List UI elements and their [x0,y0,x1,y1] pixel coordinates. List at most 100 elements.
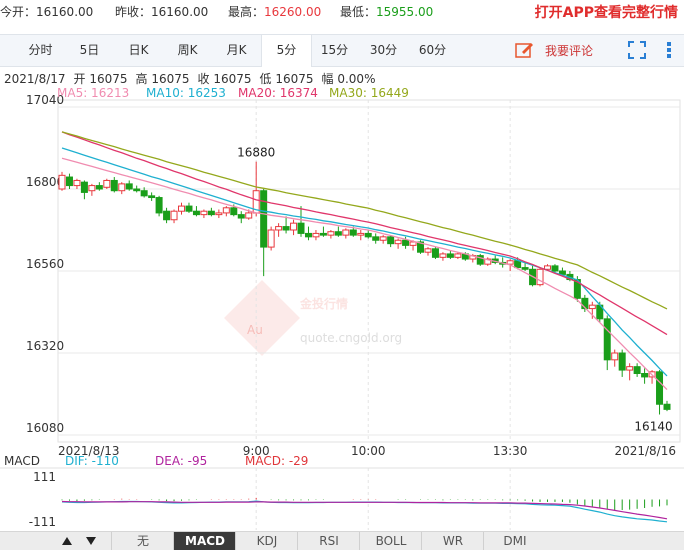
candle-body [304,232,312,238]
candle-body [170,210,178,221]
candle-body [641,373,649,378]
period-tab[interactable]: 5分 [261,35,312,67]
up-arrow[interactable] [60,534,74,548]
candle-body [275,226,283,231]
candle-body [215,212,223,216]
candle-body [558,270,566,275]
candle-body [148,195,156,199]
candle-body [402,239,410,246]
candle-body [125,183,133,190]
candle-body [103,179,111,188]
panel-title: MACD [4,454,40,468]
candle-body [656,371,664,405]
candle-body [230,207,238,216]
candle-body [603,318,611,361]
info-item: 高 16075 [135,72,190,86]
y-tick-label: 111 [33,470,56,484]
candle-body [237,214,245,219]
candle-body [626,366,634,371]
candle-body [207,210,215,216]
indicator-tab[interactable]: MACD [173,532,236,550]
period-tab[interactable]: 15分 [320,43,349,57]
x-tick-label: 2021/8/13 [58,444,120,458]
candle-body [88,185,96,192]
indicator-tab[interactable]: KDJ [235,532,298,550]
indicator-tab[interactable]: WR [421,532,484,550]
quote-low: 最低：15955.00 [340,3,433,20]
info-item: 开 16075 [73,72,128,86]
candle-body [521,267,529,270]
candle-body [334,231,342,236]
candle-body [506,260,514,265]
watermark-name: 金投行情 [299,296,348,311]
candle-body [424,248,432,253]
ma-line [61,147,668,377]
app-link[interactable]: 打开APP查看完整行情 [534,5,678,21]
legend-entry: MA30: 16449 [329,86,409,100]
candle-body [192,210,200,216]
candle-body [611,352,619,361]
indicator-tabs: 无 MACD KDJ RSI BOLL WR DMI [0,531,684,550]
candle-body [290,222,298,231]
legend-entry: MA20: 16374 [238,86,318,100]
period-tab[interactable]: 月K [226,43,247,57]
candle-body [95,185,103,190]
down-arrow[interactable] [84,534,98,548]
legend-entry: MA5: 16213 [57,86,129,100]
candle-body [245,212,253,219]
watermark-logo-text: Au [247,323,263,337]
candle-body [439,253,447,258]
candle-body [163,210,171,221]
candle-body [118,183,126,192]
candle-body [133,188,141,192]
period-tab[interactable]: 日K [128,43,149,57]
period-tab[interactable]: 分时 [28,43,53,57]
period-tab[interactable]: 60分 [418,43,447,57]
info-item: 低 16075 [259,72,314,86]
info-item: 收 16075 [197,72,252,86]
comment-button[interactable]: 我要评论 [545,44,594,58]
indicator-tab[interactable]: RSI [297,532,360,550]
candle-body [267,229,275,248]
legend-entry: DIF: -110 [65,454,119,468]
quote-value: 16260.00 [264,5,322,19]
ma-line [61,131,668,310]
extreme-label: 16140 [634,420,672,434]
legend-entry: DEA: -95 [155,454,207,468]
quote-label: 最低： [340,5,377,19]
candle-body [73,179,81,187]
y-tick-label: 16080 [26,421,64,435]
candle-body [618,352,626,371]
macd-line [61,500,668,523]
candle-body [349,229,357,236]
macd-line [61,500,668,520]
candle-body [633,366,641,374]
period-tabs: 我要评论 分时 5日 日K 周K 月K 5分 15分 30分 60分 [0,34,684,67]
period-tab[interactable]: 周K [177,43,198,57]
info-item: 2021/8/17 [4,72,66,86]
comment-icon[interactable] [515,41,535,59]
legend-entry: MA10: 16253 [146,86,226,100]
candle-body [588,304,596,310]
candle-body [514,260,522,269]
indicator-tab[interactable]: DMI [483,532,546,550]
period-tab[interactable]: 30分 [369,43,398,57]
y-tick-label: 16560 [26,257,64,271]
x-tick-label: 13:30 [493,444,528,458]
info-item: 幅 0.00% [321,72,376,86]
fullscreen-icon[interactable] [628,41,646,59]
candle-body [110,179,118,192]
indicator-tab[interactable]: 无 [111,532,174,550]
y-tick-label: 16800 [26,175,64,189]
indicator-tab[interactable]: BOLL [359,532,422,550]
candle-body [364,232,372,238]
extreme-label: 16880 [237,146,275,160]
ma-line [61,157,668,391]
candle-body [581,297,589,310]
ma-line [61,131,668,336]
candle-body [409,241,417,246]
period-tab[interactable]: 5日 [79,43,100,57]
quote-open: 今开：16160.00 [0,3,93,20]
settings-icon[interactable] [660,41,678,59]
